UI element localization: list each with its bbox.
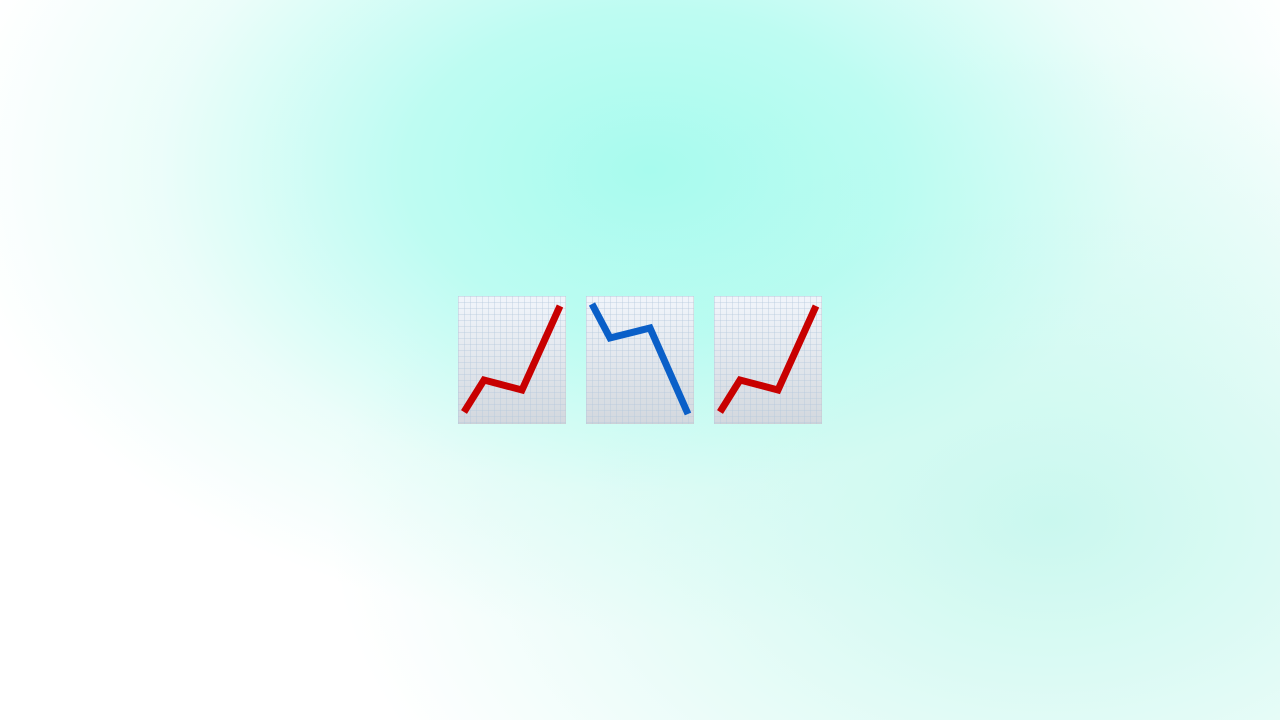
trend-line bbox=[588, 302, 692, 416]
emoji-row bbox=[458, 296, 822, 424]
chart-grid bbox=[458, 296, 566, 424]
chart-grid bbox=[586, 296, 694, 424]
trend-line bbox=[461, 304, 564, 414]
trend-line bbox=[717, 304, 820, 414]
chart-increasing-icon bbox=[714, 296, 822, 424]
chart-decreasing-icon bbox=[586, 296, 694, 424]
chart-increasing-icon bbox=[458, 296, 566, 424]
chart-grid bbox=[714, 296, 822, 424]
